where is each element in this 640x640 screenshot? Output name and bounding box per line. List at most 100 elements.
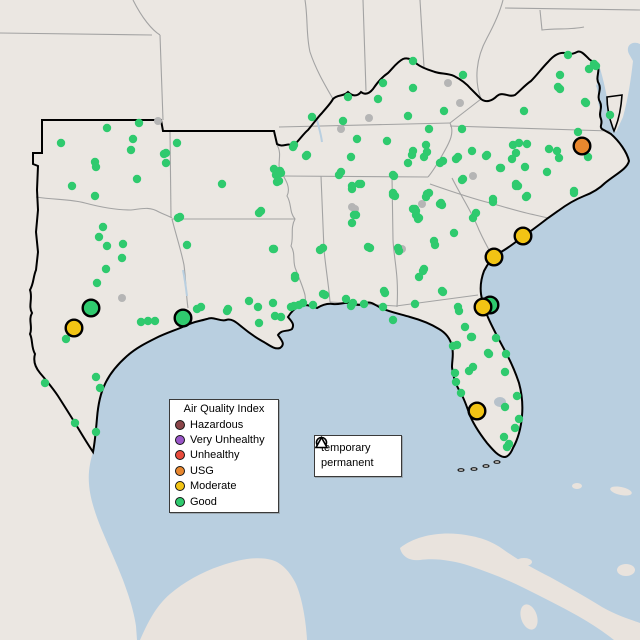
station-dot-no-data[interactable]	[469, 172, 477, 180]
station-dot-good[interactable]	[418, 266, 428, 276]
station-dot-good[interactable]	[388, 315, 398, 325]
station-dot-good[interactable]	[483, 348, 493, 358]
station-dot-good[interactable]	[288, 142, 298, 152]
station-dot-good[interactable]	[173, 213, 183, 223]
station-dot-good[interactable]	[268, 298, 278, 308]
station-dot-good[interactable]	[272, 177, 282, 187]
station-dot-good[interactable]	[453, 152, 463, 162]
station-dot-no-data[interactable]	[118, 294, 126, 302]
station-dot-good[interactable]	[460, 322, 470, 332]
station-dot-good[interactable]	[346, 152, 356, 162]
station-dot-good[interactable]	[159, 149, 169, 159]
station-dot-good[interactable]	[580, 97, 590, 107]
station-dot-good[interactable]	[132, 174, 142, 184]
station-dot-good[interactable]	[92, 278, 102, 288]
station-dot-good[interactable]	[500, 402, 510, 412]
station-dot-good[interactable]	[91, 372, 101, 382]
station-dot-good[interactable]	[286, 302, 296, 312]
station-dot-good[interactable]	[496, 163, 506, 173]
station-dot-good[interactable]	[91, 162, 101, 172]
station-dot-good[interactable]	[554, 153, 564, 163]
station-dot-good[interactable]	[356, 179, 366, 189]
station-dot-good[interactable]	[468, 362, 478, 372]
station-dot-good[interactable]	[573, 127, 583, 137]
station-dot-good[interactable]	[439, 106, 449, 116]
station-dot-good[interactable]	[365, 243, 375, 253]
station-dot-no-data[interactable]	[337, 125, 345, 133]
station-temporary-good[interactable]	[173, 308, 193, 328]
station-dot-good[interactable]	[522, 139, 532, 149]
station-dot-good[interactable]	[143, 316, 153, 326]
station-dot-good[interactable]	[90, 191, 100, 201]
station-dot-good[interactable]	[128, 134, 138, 144]
station-dot-good[interactable]	[172, 138, 182, 148]
station-dot-good[interactable]	[502, 442, 512, 452]
station-dot-good[interactable]	[499, 432, 509, 442]
station-dot-good[interactable]	[378, 302, 388, 312]
station-dot-good[interactable]	[290, 273, 300, 283]
station-dot-good[interactable]	[352, 134, 362, 144]
station-dot-good[interactable]	[117, 253, 127, 263]
station-dot-good[interactable]	[56, 138, 66, 148]
station-dot-good[interactable]	[61, 334, 71, 344]
station-dot-good[interactable]	[102, 241, 112, 251]
station-dot-good[interactable]	[407, 150, 417, 160]
station-dot-good[interactable]	[500, 367, 510, 377]
station-dot-good[interactable]	[308, 300, 318, 310]
station-dot-good[interactable]	[424, 124, 434, 134]
station-dot-good[interactable]	[276, 168, 286, 178]
station-dot-good[interactable]	[458, 70, 468, 80]
station-dot-good[interactable]	[542, 167, 552, 177]
station-dot-good[interactable]	[98, 222, 108, 232]
station-dot-good[interactable]	[254, 318, 264, 328]
station-dot-good[interactable]	[223, 304, 233, 314]
station-dot-good[interactable]	[388, 170, 398, 180]
station-dot-good[interactable]	[67, 181, 77, 191]
station-dot-good[interactable]	[388, 188, 398, 198]
station-dot-good[interactable]	[467, 332, 477, 342]
station-dot-good[interactable]	[403, 158, 413, 168]
station-dot-good[interactable]	[569, 186, 579, 196]
station-dot-good[interactable]	[91, 427, 101, 437]
station-dot-good[interactable]	[605, 110, 615, 120]
station-dot-good[interactable]	[544, 144, 554, 154]
station-dot-good[interactable]	[161, 158, 171, 168]
station-dot-good[interactable]	[217, 179, 227, 189]
station-dot-good[interactable]	[348, 298, 358, 308]
station-dot-good[interactable]	[438, 287, 448, 297]
station-dot-good[interactable]	[408, 56, 418, 66]
station-dot-good[interactable]	[373, 94, 383, 104]
station-dot-good[interactable]	[456, 388, 466, 398]
station-dot-good[interactable]	[382, 136, 392, 146]
station-dot-good[interactable]	[347, 184, 357, 194]
station-dot-good[interactable]	[359, 299, 369, 309]
station-dot-good[interactable]	[134, 118, 144, 128]
station-dot-good[interactable]	[315, 245, 325, 255]
station-dot-good[interactable]	[468, 213, 478, 223]
station-dot-good[interactable]	[511, 181, 521, 191]
station-dot-good[interactable]	[349, 210, 359, 220]
station-dot-good[interactable]	[268, 244, 278, 254]
station-dot-good[interactable]	[457, 124, 467, 134]
station-dot-good[interactable]	[338, 116, 348, 126]
station-dot-good[interactable]	[347, 218, 357, 228]
station-dot-good[interactable]	[301, 151, 311, 161]
station-dot-good[interactable]	[341, 294, 351, 304]
station-dot-good[interactable]	[457, 175, 467, 185]
station-dot-good[interactable]	[40, 378, 50, 388]
station-dot-no-data[interactable]	[365, 114, 373, 122]
station-temporary-good[interactable]	[81, 298, 101, 318]
station-dot-good[interactable]	[414, 272, 424, 282]
station-dot-good[interactable]	[501, 349, 511, 359]
station-dot-good[interactable]	[378, 78, 388, 88]
station-dot-good[interactable]	[507, 154, 517, 164]
station-dot-good[interactable]	[449, 228, 459, 238]
station-dot-good[interactable]	[454, 306, 464, 316]
station-temporary-moderate[interactable]	[513, 226, 533, 246]
station-dot-no-data[interactable]	[444, 79, 452, 87]
station-dot-good[interactable]	[95, 383, 105, 393]
station-dot-good[interactable]	[253, 302, 263, 312]
station-dot-good[interactable]	[294, 300, 304, 310]
station-dot-good[interactable]	[451, 377, 461, 387]
station-dot-good[interactable]	[510, 423, 520, 433]
